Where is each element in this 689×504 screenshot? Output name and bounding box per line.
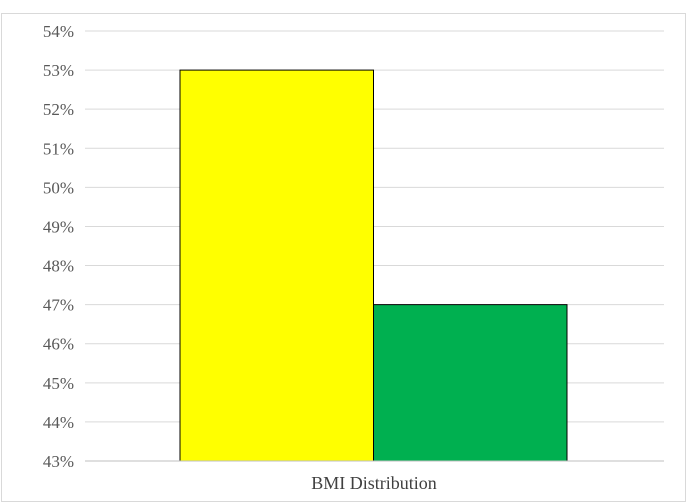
y-tick-label: 54% [43, 22, 74, 41]
bar-series-2 [373, 304, 568, 462]
y-tick-label: 52% [43, 100, 74, 119]
y-tick-label: 46% [43, 335, 74, 354]
y-tick-label: 44% [43, 413, 74, 432]
y-tick-label: 47% [43, 296, 74, 315]
y-tick-label: 45% [43, 374, 74, 393]
y-tick-label: 50% [43, 178, 74, 197]
y-axis-labels: 43% 44% 45% 46% 47% 48% 49% 50% 51% 52% 53% 54% [43, 22, 74, 471]
y-tick-label: 49% [43, 217, 74, 236]
bar-series-1 [179, 69, 374, 462]
y-tick-label: 53% [43, 61, 74, 80]
x-axis: BMI Distribution [85, 460, 664, 493]
bars [179, 69, 568, 462]
y-tick-label: 51% [43, 139, 74, 158]
y-tick-label: 43% [43, 452, 74, 471]
category-label: BMI Distribution [311, 473, 437, 493]
y-tick-label: 48% [43, 257, 74, 276]
